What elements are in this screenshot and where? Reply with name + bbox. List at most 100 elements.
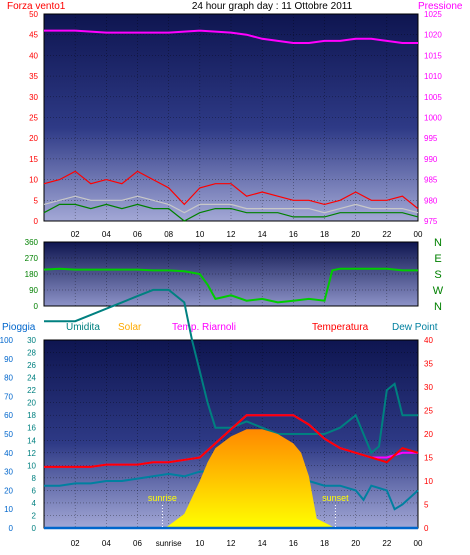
rain-axis-tick: 70 [4,392,13,401]
compass-axis-tick: S [434,269,441,281]
temperature-axis-tick: 25 [424,407,433,416]
wind-axis-tick: 20 [29,134,38,143]
temperature-axis-tick: 15 [424,454,433,463]
compass-axis-tick: N [434,237,442,249]
time-axis-tick: 02 [71,230,80,239]
time-axis-tick: 06 [133,539,142,548]
time-axis-tick: sunrise [156,539,182,548]
time-axis-tick: 20 [351,539,360,548]
title-text: 24 hour graph day : 11 Ottobre 2011 [192,1,353,12]
humidity-axis-tick: 10 [27,461,36,470]
time-axis-tick: 12 [227,230,236,239]
legend-rain: Pioggia [2,322,36,333]
wind-axis-label: Forza vento1 [7,1,66,12]
temperature-axis-tick: 35 [424,360,433,369]
wind-axis-tick: 15 [29,155,38,164]
compass-axis-tick: W [433,285,444,297]
rain-axis-tick: 90 [4,355,13,364]
wind-axis-tick: 25 [29,114,38,123]
pressure-axis-tick: 980 [424,196,438,205]
humidity-axis-tick: 6 [32,486,37,495]
time-axis-tick: 18 [320,230,329,239]
humidity-axis-tick: 28 [27,349,36,358]
rain-axis-tick: 0 [9,524,14,533]
pressure-axis-tick: 1010 [424,72,442,81]
pressure-axis-tick: 975 [424,217,438,226]
wind-axis-tick: 30 [29,93,38,102]
rain-axis-tick: 100 [0,336,14,345]
time-axis-tick: 20 [351,230,360,239]
legend-dewpoint: Dew Point [392,322,438,333]
time-axis-tick: 02 [71,539,80,548]
temperature-axis-tick: 40 [424,336,433,345]
wind-axis-tick: 5 [34,196,39,205]
time-axis-tick: 10 [195,230,204,239]
time-axis-tick: 14 [258,539,267,548]
temperature-axis-tick: 10 [424,477,433,486]
direction-axis-tick: 360 [25,238,39,247]
humidity-axis-tick: 14 [27,436,36,445]
pressure-axis-tick: 1025 [424,10,442,19]
rain-axis-tick: 30 [4,468,13,477]
time-axis-tick: 14 [258,230,267,239]
time-axis-tick: 16 [289,539,298,548]
wind-axis-tick: 40 [29,51,38,60]
time-axis-tick: 00 [414,230,423,239]
rain-axis-tick: 10 [4,505,13,514]
direction-axis-tick: 270 [25,254,39,263]
gust-series-line [43,170,419,210]
humidity-axis-tick: 12 [27,449,36,458]
humidity-axis-tick: 18 [27,411,36,420]
humidity-series-line [44,288,418,455]
time-axis-tick: 04 [102,539,111,548]
direction-axis-tick: 0 [34,302,39,311]
humidity-axis-tick: 0 [32,524,37,533]
pressure-axis-tick: 1000 [424,114,442,123]
rain-axis-tick: 20 [4,486,13,495]
temperature-axis-tick: 0 [424,524,429,533]
humidity-axis-tick: 24 [27,374,36,383]
humidity-axis-tick: 30 [27,336,36,345]
humidity-axis-tick: 20 [27,399,36,408]
temperature-axis-tick: 5 [424,501,429,510]
time-axis-tick: 00 [414,539,423,548]
rain-axis-tick: 50 [4,430,13,439]
temperature-axis-tick: 20 [424,430,433,439]
wind-axis-tick: 10 [29,176,38,185]
humidity-axis-tick: 8 [32,474,37,483]
wind-axis-tick: 35 [29,72,38,81]
pressure-axis-tick: 995 [424,134,438,143]
wind-direction-series-line [43,267,418,304]
humidity-axis-tick: 2 [32,511,37,520]
time-axis-tick: 06 [133,230,142,239]
wind_low-series-line [43,203,419,222]
temperature-series-line [44,414,419,468]
pressure-axis-tick: 990 [424,155,438,164]
wind-axis-tick: 0 [34,217,39,226]
pressure-axis-tick: 1015 [424,51,442,60]
pressure-axis-tick: 985 [424,176,438,185]
compass-axis-tick: E [434,253,441,265]
time-axis-tick: 18 [320,539,329,548]
legend-temperature: Temperatura [312,322,369,333]
temperature-axis-tick: 30 [424,383,433,392]
direction-axis-tick: 180 [25,270,39,279]
legend-solar: Solar [118,322,142,333]
pressure-axis-tick: 1020 [424,31,442,40]
humidity-axis-tick: 22 [27,386,36,395]
rain-axis-tick: 80 [4,374,13,383]
pressure-axis-tick: 1005 [424,93,442,102]
sunrise-label: sunrise [148,493,177,503]
humidity-axis-tick: 4 [32,499,37,508]
legend-apparent-temp: Temp. Riarnoli [172,322,236,333]
time-axis-tick: 08 [164,230,173,239]
pressure-series-line [44,29,418,44]
humidity-axis-tick: 16 [27,424,36,433]
wind-axis-tick: 45 [29,31,38,40]
pressure-axis-label: Pressione [418,1,463,12]
time-axis-tick: 04 [102,230,111,239]
time-axis-tick: 16 [289,230,298,239]
time-axis-tick: 10 [195,539,204,548]
rain-axis-tick: 40 [4,449,13,458]
